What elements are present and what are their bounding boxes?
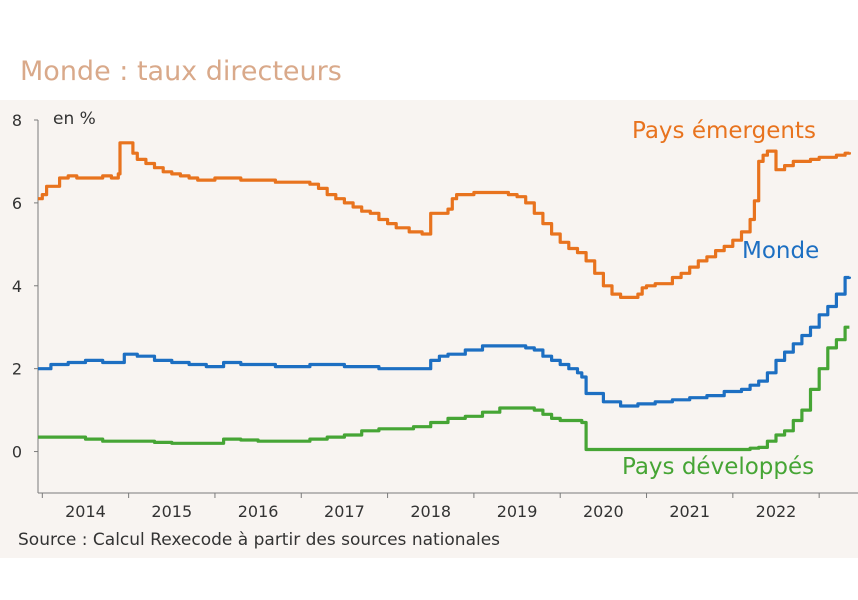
x-tick-label: 2016 — [238, 502, 279, 521]
series-label-monde: Monde — [742, 238, 819, 264]
source-note: Source : Calcul Rexecode à partir des so… — [18, 530, 500, 550]
series-line-0 — [38, 141, 851, 299]
x-tick-label: 2019 — [497, 502, 538, 521]
x-tick-label: 2022 — [756, 502, 797, 521]
y-tick-label: 8 — [12, 111, 22, 130]
x-tick-label: 2017 — [324, 502, 365, 521]
y-tick-label: 0 — [12, 443, 22, 462]
series-line-1 — [38, 275, 851, 408]
y-axis-ticks: 0 2 4 6 8 — [12, 111, 38, 462]
series-line-2 — [38, 325, 850, 452]
x-tick-label: 2018 — [410, 502, 451, 521]
plot-background — [0, 100, 858, 558]
y-axis-unit-label: en % — [53, 109, 96, 129]
y-tick-label: 2 — [12, 360, 22, 379]
series-label-developpes: Pays développés — [622, 454, 814, 480]
y-tick-label: 4 — [12, 277, 22, 296]
x-tick-label: 2014 — [65, 502, 106, 521]
chart-title: Monde : taux directeurs — [20, 56, 342, 87]
series-label-emergents: Pays émergents — [632, 118, 816, 144]
y-tick-label: 6 — [12, 194, 22, 213]
x-tick-label: 2021 — [669, 502, 710, 521]
series-lines — [38, 141, 851, 452]
x-axis-ticks: 2014 2015 2016 2017 2018 2019 2020 2021 2022 — [41, 493, 820, 521]
x-tick-label: 2015 — [151, 502, 192, 521]
x-tick-label: 2020 — [583, 502, 624, 521]
